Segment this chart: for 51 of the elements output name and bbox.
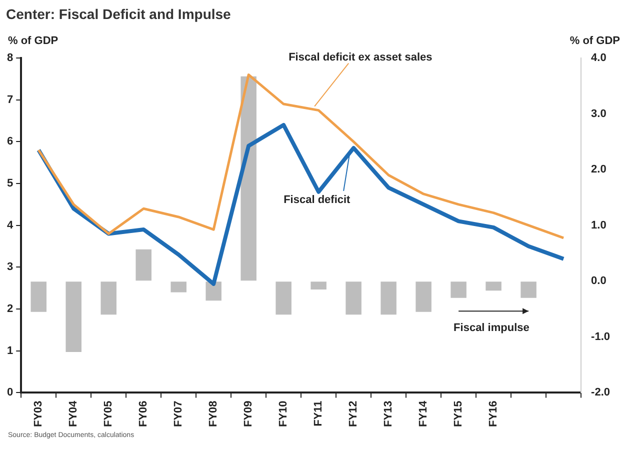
text: Fiscal impulse xyxy=(454,322,530,334)
x-tick-label: FY04 xyxy=(68,400,80,428)
y2-tick-label: 1.0 xyxy=(591,219,606,232)
bar xyxy=(30,282,46,312)
y2-tick-label: -1.0 xyxy=(591,330,610,343)
bar xyxy=(380,282,396,315)
x-tick-label: FY12 xyxy=(348,400,360,428)
y-tick-label: 3 xyxy=(6,261,14,274)
chart-title: Center: Fiscal Deficit and Impulse xyxy=(6,6,231,22)
x-tick-label: FY11 xyxy=(312,400,325,426)
y2-axis-title: % of GDP xyxy=(570,35,620,47)
bar xyxy=(520,282,536,298)
bar xyxy=(346,282,362,315)
bar xyxy=(66,282,82,352)
x-tick-label: FY15 xyxy=(452,400,465,428)
y-tick-label: 0 xyxy=(6,386,14,399)
bar xyxy=(240,76,256,281)
y-tick-label: 8 xyxy=(6,52,14,64)
x-tick-label: FY10 xyxy=(278,400,290,428)
text: Fiscal deficit ex asset sales xyxy=(288,51,432,64)
x-tick-label: FY16 xyxy=(488,400,500,428)
y-tick-label: 7 xyxy=(6,94,14,106)
series-label: Fiscal deficit xyxy=(284,194,351,206)
bar xyxy=(206,282,222,301)
y-tick-label: 5 xyxy=(6,178,14,190)
y2-tick-label: -2.0 xyxy=(591,386,610,399)
bar xyxy=(416,282,432,312)
x-tick-label: FY13 xyxy=(382,400,395,428)
y-axis-title: % of GDP xyxy=(8,35,58,47)
x-tick-label: FY03 xyxy=(32,400,45,428)
y2-tick-label: 4.0 xyxy=(591,52,606,64)
bar xyxy=(276,282,292,315)
y2-tick-label: 3.0 xyxy=(591,108,606,120)
y2-tick-label: 2.0 xyxy=(591,164,606,176)
y-tick-label: 4 xyxy=(6,219,14,232)
bar xyxy=(136,249,152,281)
x-tick-label: FY07 xyxy=(172,400,185,428)
bar xyxy=(310,282,326,290)
y-tick-label: 1 xyxy=(6,344,14,357)
x-tick-label: FY05 xyxy=(102,400,115,428)
y2-tick-label: 0.0 xyxy=(591,275,606,288)
bar xyxy=(450,282,466,298)
x-tick-label: FY14 xyxy=(418,400,430,428)
y-tick-label: 6 xyxy=(6,136,14,148)
bar xyxy=(170,282,186,292)
x-tick-label: FY06 xyxy=(138,400,150,428)
x-tick-label: FY08 xyxy=(208,400,220,428)
x-tick-label: FY09 xyxy=(242,400,255,428)
bar xyxy=(100,282,116,315)
bar xyxy=(486,282,502,291)
y-tick-label: 2 xyxy=(6,303,14,316)
